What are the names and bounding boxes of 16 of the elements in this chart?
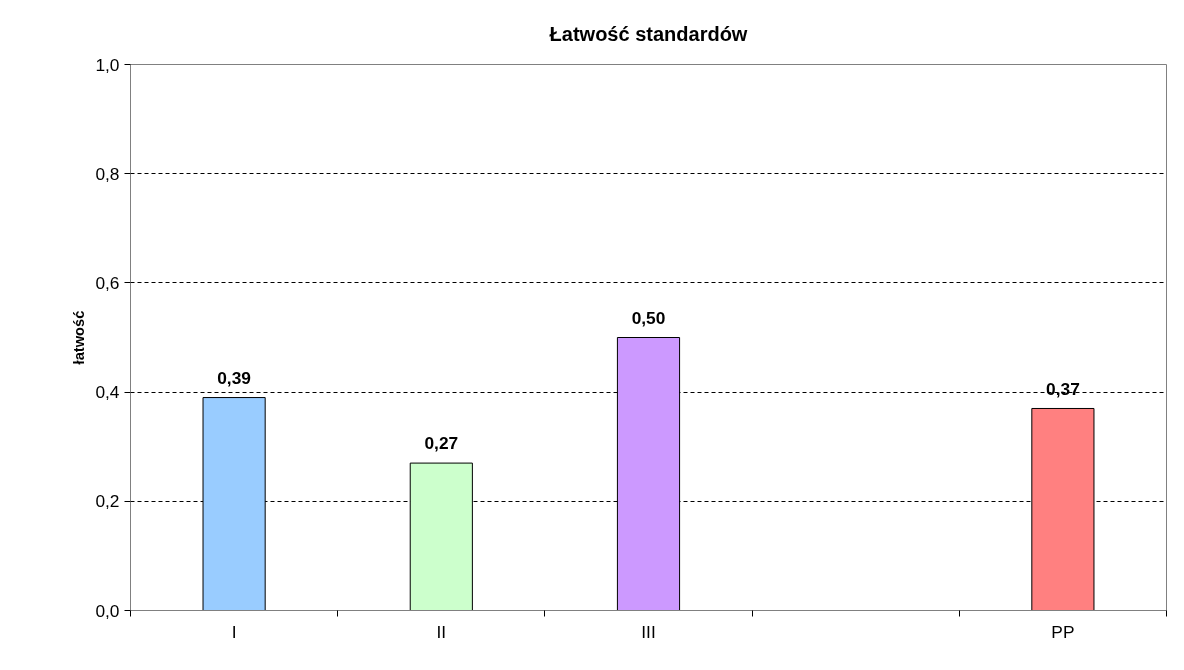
data-label: 0,39: [217, 367, 251, 388]
y-tick-label: 0,4: [95, 382, 120, 403]
data-label: 0,27: [424, 433, 459, 454]
y-tick-label: 0,0: [95, 600, 120, 621]
y-tick-label: 0,2: [95, 491, 120, 512]
data-label: 0,37: [1046, 378, 1080, 399]
data-label: 0,50: [631, 307, 666, 328]
x-tick-label: PP: [1051, 621, 1075, 642]
y-tick-label: 1,0: [95, 54, 120, 75]
y-axis-title: łatwość: [71, 310, 88, 365]
y-tick-label: 0,6: [95, 272, 120, 293]
y-tick-label: 0,8: [95, 163, 120, 184]
x-tick-label: II: [436, 621, 447, 642]
x-tick-label: III: [641, 621, 656, 642]
x-tick-label: I: [231, 621, 237, 642]
chart-title: Łatwość standardów: [549, 22, 748, 45]
